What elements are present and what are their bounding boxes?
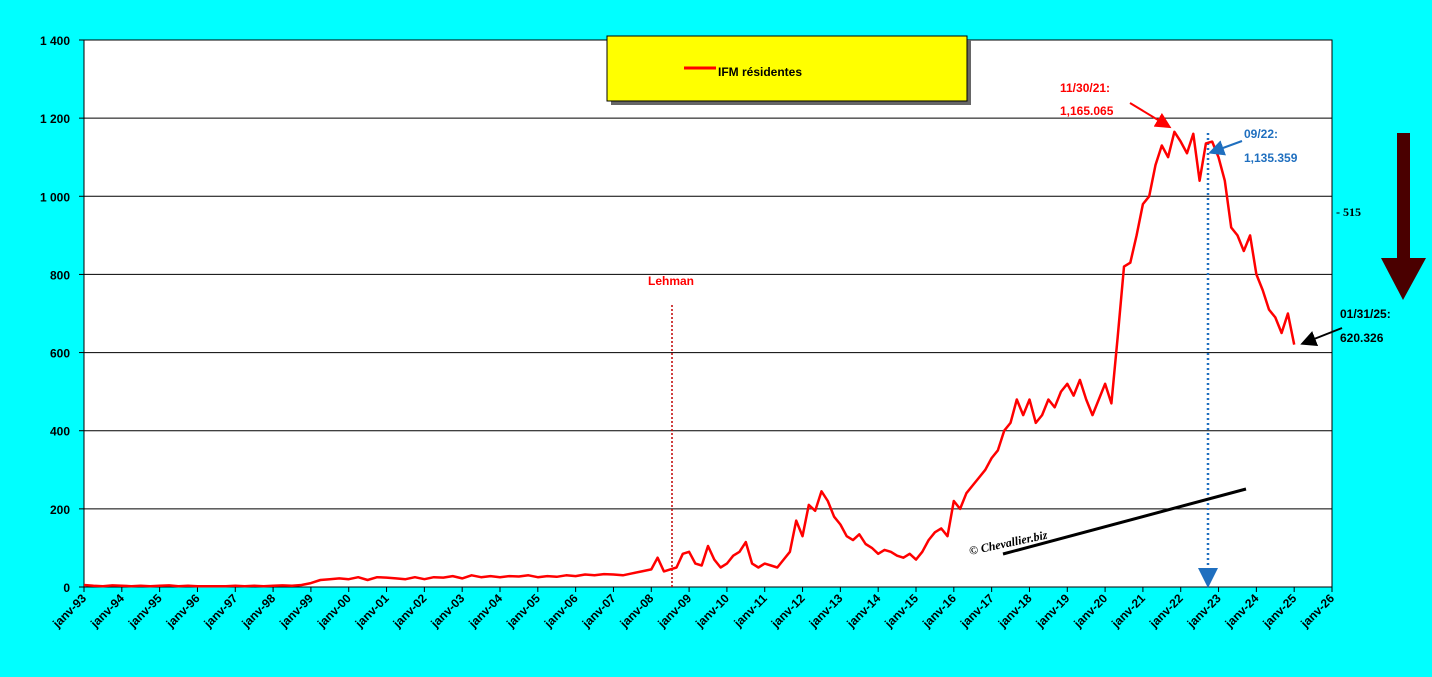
x-tick-label: janv-99 <box>276 591 316 631</box>
y-tick-label: 600 <box>50 347 70 361</box>
x-tick-label: janv-17 <box>957 591 997 631</box>
x-tick-label: janv-02 <box>390 591 430 631</box>
x-tick-label: janv-09 <box>654 591 694 631</box>
y-tick-label: 200 <box>50 503 70 517</box>
x-tick-label: janv-10 <box>692 591 732 631</box>
drop-arrow <box>1381 133 1426 300</box>
annotation: 11/30/21: <box>1060 81 1110 95</box>
x-tick-label: janv-95 <box>125 591 165 631</box>
x-tick-label: janv-04 <box>465 591 505 631</box>
y-tick-label: 400 <box>50 425 70 439</box>
annotation-arrow <box>1300 327 1343 347</box>
x-tick-label: janv-25 <box>1259 591 1299 631</box>
x-tick-label: janv-12 <box>768 591 808 631</box>
y-tick-label: 0 <box>63 581 70 595</box>
annotation: Lehman <box>648 274 694 288</box>
annotation: 620.326 <box>1340 331 1384 345</box>
x-tick-label: janv-20 <box>1070 591 1110 631</box>
legend-label: IFM résidentes <box>718 65 802 79</box>
x-tick-label: janv-94 <box>87 591 127 631</box>
x-tick-label: janv-08 <box>617 591 657 631</box>
y-tick-label: 1 000 <box>40 190 70 204</box>
x-tick-label: janv-26 <box>1297 591 1337 631</box>
annotation-arrow <box>1208 140 1243 156</box>
annotation-arrow <box>1129 102 1172 129</box>
x-tick-label: janv-05 <box>503 591 543 631</box>
y-tick-label: 800 <box>50 268 70 282</box>
x-tick-label: janv-11 <box>730 591 770 631</box>
x-tick-label: janv-97 <box>201 591 241 631</box>
annotation: 01/31/25: <box>1340 307 1391 321</box>
x-tick-label: janv-22 <box>1146 591 1186 631</box>
x-tick-label: janv-98 <box>238 591 278 631</box>
x-tick-label: janv-21 <box>1108 591 1148 631</box>
y-tick-label: 1 400 <box>40 34 70 48</box>
annotation: 1,165.065 <box>1060 104 1114 118</box>
x-tick-label: janv-96 <box>163 591 203 631</box>
x-tick-label: janv-07 <box>579 591 619 631</box>
annotation: 1,135.359 <box>1244 151 1298 165</box>
watermark-underline <box>1002 487 1247 556</box>
legend <box>606 35 968 102</box>
x-tick-label: janv-18 <box>995 591 1035 631</box>
x-tick-label: janv-15 <box>881 591 921 631</box>
x-tick-label: janv-23 <box>1184 591 1224 631</box>
x-tick-label: janv-16 <box>919 591 959 631</box>
x-tick-label: janv-13 <box>806 591 846 631</box>
x-tick-label: janv-01 <box>352 591 392 631</box>
x-tick-label: janv-24 <box>1222 591 1262 631</box>
plot-area <box>83 39 1333 588</box>
annotation: 09/22: <box>1244 127 1278 141</box>
y-tick-label: 1 200 <box>40 112 70 126</box>
x-tick-label: janv-93 <box>49 591 89 631</box>
annotation: - 515 <box>1336 205 1361 219</box>
x-tick-label: janv-03 <box>427 591 467 631</box>
x-tick-label: janv-19 <box>1033 591 1073 631</box>
data-line <box>83 130 1296 588</box>
x-tick-label: janv-14 <box>843 591 883 631</box>
x-tick-label: janv-06 <box>541 591 581 631</box>
x-tick-label: janv-00 <box>314 591 354 631</box>
